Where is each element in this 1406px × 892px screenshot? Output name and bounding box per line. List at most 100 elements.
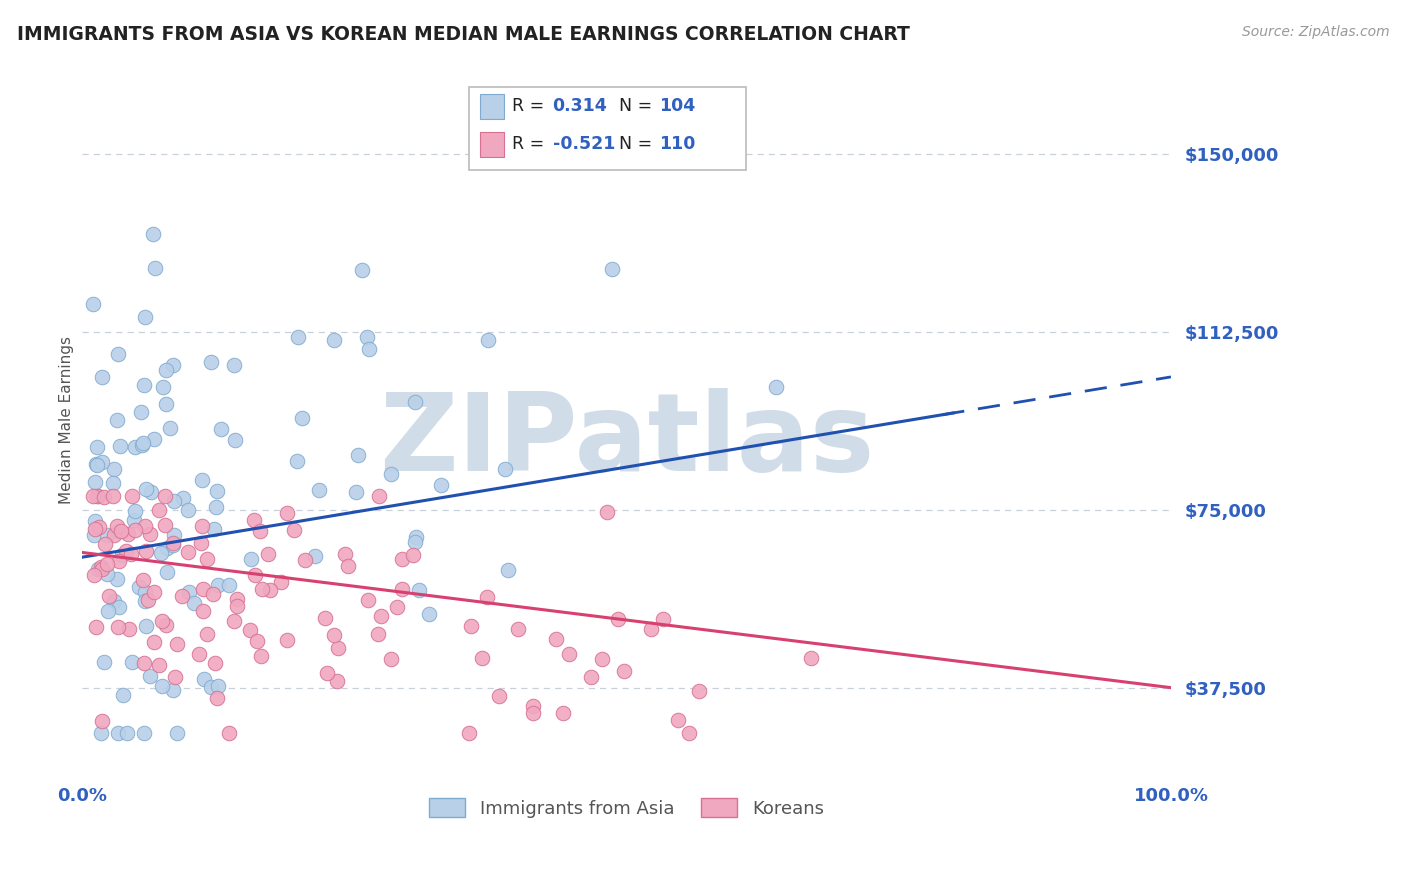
Point xyxy=(96,558,118,572)
Point xyxy=(124,523,146,537)
Point xyxy=(522,706,544,720)
Text: N =: N = xyxy=(619,136,658,153)
Point xyxy=(124,504,146,518)
Point xyxy=(163,528,186,542)
Point xyxy=(132,725,155,739)
FancyBboxPatch shape xyxy=(468,87,747,170)
Point xyxy=(96,566,118,581)
Point xyxy=(391,582,413,596)
Point xyxy=(134,593,156,607)
Point xyxy=(250,582,273,596)
Point xyxy=(322,334,344,348)
Point xyxy=(391,552,413,566)
Point xyxy=(134,584,156,599)
Point xyxy=(155,618,177,632)
Point xyxy=(224,433,246,447)
Point xyxy=(522,698,544,713)
Point xyxy=(218,577,240,591)
Point xyxy=(239,623,262,637)
Point xyxy=(162,535,184,549)
Point xyxy=(120,547,142,561)
Point xyxy=(551,706,574,720)
Point xyxy=(595,505,617,519)
Point xyxy=(191,519,214,533)
Point xyxy=(191,582,214,596)
Point xyxy=(357,592,380,607)
Point xyxy=(131,573,153,587)
Point xyxy=(86,440,108,454)
Point xyxy=(162,683,184,698)
Point xyxy=(148,503,170,517)
Point xyxy=(204,656,226,670)
Point xyxy=(177,503,200,517)
Point xyxy=(170,589,193,603)
Point xyxy=(91,370,114,384)
Point xyxy=(162,538,184,552)
Point xyxy=(259,583,281,598)
Point xyxy=(387,600,409,615)
Point xyxy=(86,562,108,576)
Point xyxy=(270,575,292,590)
Point xyxy=(145,261,167,276)
Point xyxy=(304,549,326,563)
Point xyxy=(678,725,700,739)
Point xyxy=(218,725,240,739)
Point xyxy=(405,394,427,409)
Point xyxy=(83,568,105,582)
Point xyxy=(148,658,170,673)
Point xyxy=(243,568,266,582)
Point xyxy=(84,475,107,489)
Point xyxy=(84,522,107,536)
Point xyxy=(546,632,568,646)
Text: 110: 110 xyxy=(659,136,696,153)
Point xyxy=(430,478,453,492)
Point xyxy=(121,489,143,503)
Point xyxy=(98,589,121,603)
Point xyxy=(163,670,186,684)
Point xyxy=(249,524,271,539)
Point xyxy=(152,380,174,394)
Point xyxy=(97,604,120,618)
Point xyxy=(107,347,129,361)
Point xyxy=(276,632,298,647)
Text: N =: N = xyxy=(619,97,658,115)
Point xyxy=(84,620,107,634)
Point xyxy=(205,500,228,514)
Point xyxy=(765,380,787,394)
Point xyxy=(368,489,391,503)
Point xyxy=(471,651,494,665)
Point xyxy=(96,528,118,542)
Point xyxy=(325,673,347,688)
Point xyxy=(110,439,132,453)
Point xyxy=(606,612,628,626)
Point xyxy=(688,683,710,698)
Point xyxy=(136,593,159,607)
Point xyxy=(460,618,482,632)
Point xyxy=(101,475,124,490)
Point xyxy=(132,656,155,670)
Point xyxy=(506,623,529,637)
Point xyxy=(162,358,184,372)
Point xyxy=(166,725,188,739)
Point xyxy=(315,666,337,681)
Point xyxy=(139,527,162,541)
Point xyxy=(83,527,105,541)
Point xyxy=(666,714,689,728)
Point xyxy=(243,513,266,527)
Point xyxy=(101,489,124,503)
Point xyxy=(87,489,110,503)
Point xyxy=(488,690,510,704)
Point xyxy=(156,565,179,579)
Point xyxy=(131,437,153,451)
Point xyxy=(402,548,425,562)
FancyBboxPatch shape xyxy=(479,132,503,157)
Point xyxy=(283,524,305,538)
Point xyxy=(195,552,218,566)
Point xyxy=(172,491,194,506)
Point xyxy=(287,329,309,343)
Point xyxy=(250,648,273,663)
Point xyxy=(257,547,280,561)
Point xyxy=(225,599,247,614)
Point xyxy=(84,457,107,471)
Point xyxy=(142,635,165,649)
